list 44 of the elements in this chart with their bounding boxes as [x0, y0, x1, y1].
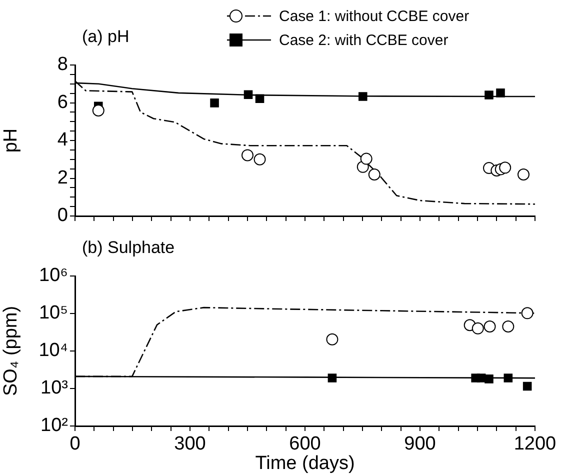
point: [368, 168, 380, 180]
point: [360, 152, 372, 165]
point: [242, 149, 254, 162]
point: [522, 382, 532, 391]
point: [255, 94, 264, 103]
point: [484, 374, 494, 384]
point: [502, 320, 514, 333]
y-tick-label: 6: [57, 92, 68, 113]
y-tick-label: 10⁶: [39, 265, 68, 286]
y-tick-label: 4: [57, 130, 68, 151]
point: [358, 92, 368, 101]
y-axis-title: SO₄ (ppm): [0, 306, 22, 396]
y-tick-label: 10²: [40, 415, 68, 436]
point: [210, 98, 219, 108]
point: [496, 88, 505, 98]
point: [328, 374, 337, 382]
x-tick-label: 600: [289, 434, 321, 455]
point: [244, 90, 253, 100]
point: [499, 162, 512, 174]
point: [484, 90, 494, 100]
y-tick-label: 8: [57, 54, 68, 76]
point: [254, 153, 266, 166]
x-tick-label: 1200: [514, 434, 556, 455]
y-tick-label: 10⁴: [38, 340, 68, 362]
point: [504, 374, 513, 382]
y-tick-label: 10³: [40, 378, 68, 399]
point: [472, 322, 484, 334]
point: [518, 168, 530, 180]
point: [484, 320, 496, 333]
legend-label: Case 1: without CCBE cover: [279, 8, 470, 24]
x-axis-title: Time (days): [255, 452, 355, 474]
y-axis-title: pH: [0, 128, 22, 153]
legend-label: Case 2: with CCBE cover: [279, 32, 448, 48]
point: [476, 374, 486, 382]
y-tick-label: 0: [57, 205, 68, 226]
point: [92, 104, 104, 116]
point: [521, 307, 534, 320]
x-tick-label: 300: [174, 434, 206, 455]
chart-title: (b) Sulphate: [82, 238, 175, 258]
x-tick-label: 900: [404, 434, 436, 455]
point: [326, 333, 338, 346]
y-tick-label: 2: [57, 167, 68, 188]
chart-title: (a) pH: [82, 27, 130, 47]
y-tick-label: 10⁵: [38, 302, 68, 324]
